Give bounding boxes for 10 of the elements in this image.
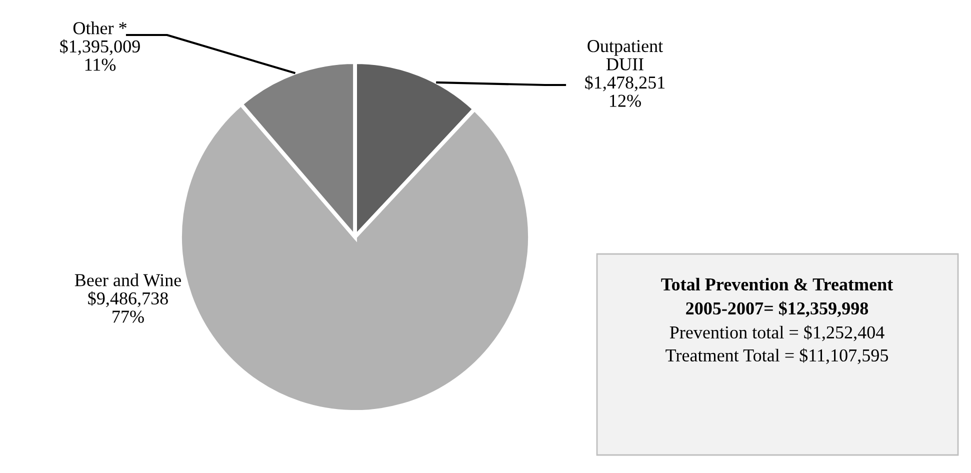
text: 2005-2007= $12,359,998 [686, 301, 868, 318]
data-label: $1,395,009 11% [60, 39, 140, 71]
data-label: $1,478,251 12% [585, 75, 665, 107]
text: Total Prevention & Treatment [661, 278, 894, 291]
slice-label: Other * [73, 22, 126, 34]
text: Prevention total = $1,252,404 [670, 325, 884, 342]
slice-label: Outpatient DUII [588, 40, 664, 70]
slice-label: Beer and Wine [74, 274, 181, 286]
data-label: $9,486,738 77% [88, 291, 168, 323]
text: Treatment Total = $11,107,595 [666, 348, 888, 364]
